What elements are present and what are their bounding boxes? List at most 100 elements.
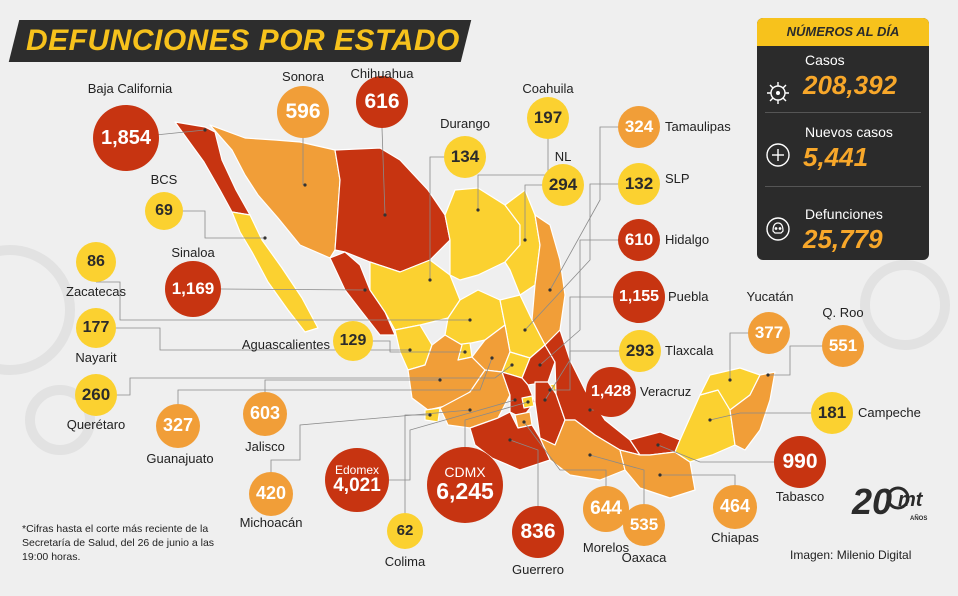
state-name-cdmx: CDMX [444, 464, 486, 481]
state-label-bcs: BCS [150, 172, 178, 187]
leader-line-zacatecas [96, 281, 470, 321]
region-sonora [209, 124, 341, 259]
state-label-guanajuato: Guanajuato [146, 451, 214, 466]
anchor-dot-q-roo [766, 373, 770, 377]
state-label-queretaro: Querétaro [66, 417, 126, 432]
leader-line-chihuahua [381, 127, 386, 216]
bubble-edomex: Edomex 4,021 [325, 448, 389, 512]
state-value-puebla: 1,155 [618, 288, 660, 306]
bubble-zacatecas: 86 [76, 242, 116, 282]
state-value-slp: 132 [624, 173, 654, 193]
state-value-colima: 62 [396, 521, 414, 539]
leader-line-chiapas [660, 474, 736, 485]
state-value-guerrero: 836 [520, 520, 556, 544]
state-value-nayarit: 177 [82, 319, 110, 337]
leader-line-colima [404, 414, 430, 513]
state-label-durango: Durango [440, 116, 490, 131]
anchor-dot-oaxaca [588, 453, 592, 457]
milenio-20-anios-logo: 20 mt AÑOS [851, 481, 927, 522]
anchor-dot-bcs [263, 236, 267, 240]
bubble-tamaulipas: 324 [618, 106, 660, 148]
anchor-dot-veracruz [588, 408, 592, 412]
bubble-slp: 132 [618, 163, 660, 205]
region-quintana-roo [729, 371, 776, 451]
state-value-baja-california: 1,854 [100, 127, 152, 149]
state-value-campeche: 181 [817, 402, 847, 422]
state-label-colima: Colima [384, 554, 426, 569]
bubble-durango: 134 [444, 136, 486, 178]
divider [765, 186, 921, 187]
anchor-dot-coahuila [476, 208, 480, 212]
state-value-nl: 294 [548, 174, 578, 194]
region-sinaloa [329, 251, 396, 336]
state-value-tamaulipas: 324 [624, 116, 654, 136]
anchor-dot-slp [523, 328, 527, 332]
stats-panel: NÚMEROS AL DÍA Casos 208,392 Nuevos caso… [757, 18, 929, 260]
region-bcs [231, 211, 319, 333]
state-value-morelos: 644 [590, 497, 622, 519]
bubble-bcs: 69 [145, 192, 183, 230]
stat-label-defunciones: Defunciones [805, 206, 883, 222]
anchor-dot-sonora [303, 183, 307, 187]
plus-icon [766, 143, 790, 167]
leader-line-guerrero [509, 439, 539, 506]
anchor-dot-guerrero [508, 438, 512, 442]
bubble-tabasco: 990 [774, 436, 826, 488]
anchor-dot-aguascalientes [463, 350, 467, 354]
anchor-dot-tabasco [656, 443, 660, 447]
divider [765, 112, 921, 113]
leader-line-puebla [544, 296, 613, 401]
state-value-durango: 134 [450, 146, 480, 166]
virus-icon [767, 82, 789, 104]
bubble-aguascalientes: 129 [333, 321, 373, 361]
anchor-dot-morelos [522, 420, 526, 424]
anchor-dot-yucatan [728, 378, 732, 382]
bubble-guanajuato: 327 [156, 404, 200, 448]
stat-value-casos: 208,392 [803, 70, 897, 100]
anchor-dot-campeche [708, 418, 712, 422]
state-value-tlaxcala: 293 [625, 340, 655, 360]
state-label-q-roo: Q. Roo [822, 305, 864, 320]
leader-line-oaxaca [589, 454, 645, 504]
bubble-tlaxcala: 293 [619, 330, 661, 372]
state-value-aguascalientes: 129 [339, 332, 367, 350]
stats-panel-header: NÚMEROS AL DÍA [757, 18, 929, 46]
page-title: DEFUNCIONES POR ESTADO [26, 24, 460, 57]
region-chiapas [619, 449, 696, 499]
leader-line-tabasco [657, 444, 774, 463]
stat-label-nuevos-casos: Nuevos casos [805, 124, 893, 140]
bubble-q-roo: 551 [822, 325, 864, 367]
leader-line-queretaro [117, 364, 513, 396]
stat-value-nuevos-casos: 5,441 [803, 142, 869, 172]
state-label-veracruz: Veracruz [640, 384, 692, 399]
bubble-campeche: 181 [811, 392, 853, 434]
anchor-dot-chihuahua [383, 213, 387, 217]
bubble-cdmx: CDMX 6,245 [427, 447, 503, 523]
leader-line-tlaxcala [550, 350, 619, 391]
state-value-queretaro: 260 [81, 384, 111, 404]
leader-line-morelos [523, 421, 607, 486]
leader-line-bcs [183, 210, 265, 239]
state-value-jalisco: 603 [249, 403, 281, 424]
state-value-zacatecas: 86 [87, 253, 105, 271]
bubble-yucatan: 377 [748, 312, 790, 354]
anchor-dot-puebla [543, 398, 547, 402]
bubble-baja-california: 1,854 [93, 105, 159, 171]
leader-line-edomex [389, 399, 516, 481]
state-label-nayarit: Nayarit [75, 350, 117, 365]
state-label-tabasco: Tabasco [775, 489, 825, 504]
state-label-chiapas: Chiapas [711, 530, 759, 545]
state-label-chihuahua: Chihuahua [350, 66, 414, 81]
anchor-dot-sinaloa [363, 288, 367, 292]
anchor-dot-durango [428, 278, 432, 282]
state-value-sinaloa: 1,169 [171, 278, 215, 298]
state-value-sonora: 596 [285, 100, 321, 124]
state-value-michoacan: 420 [255, 483, 287, 504]
state-value-tabasco: 990 [782, 450, 818, 474]
stat-value-defunciones: 25,779 [803, 224, 883, 254]
logo-sub: AÑOS [910, 515, 927, 522]
leader-line-durango [429, 156, 444, 280]
state-value-cdmx: 6,245 [436, 478, 494, 505]
